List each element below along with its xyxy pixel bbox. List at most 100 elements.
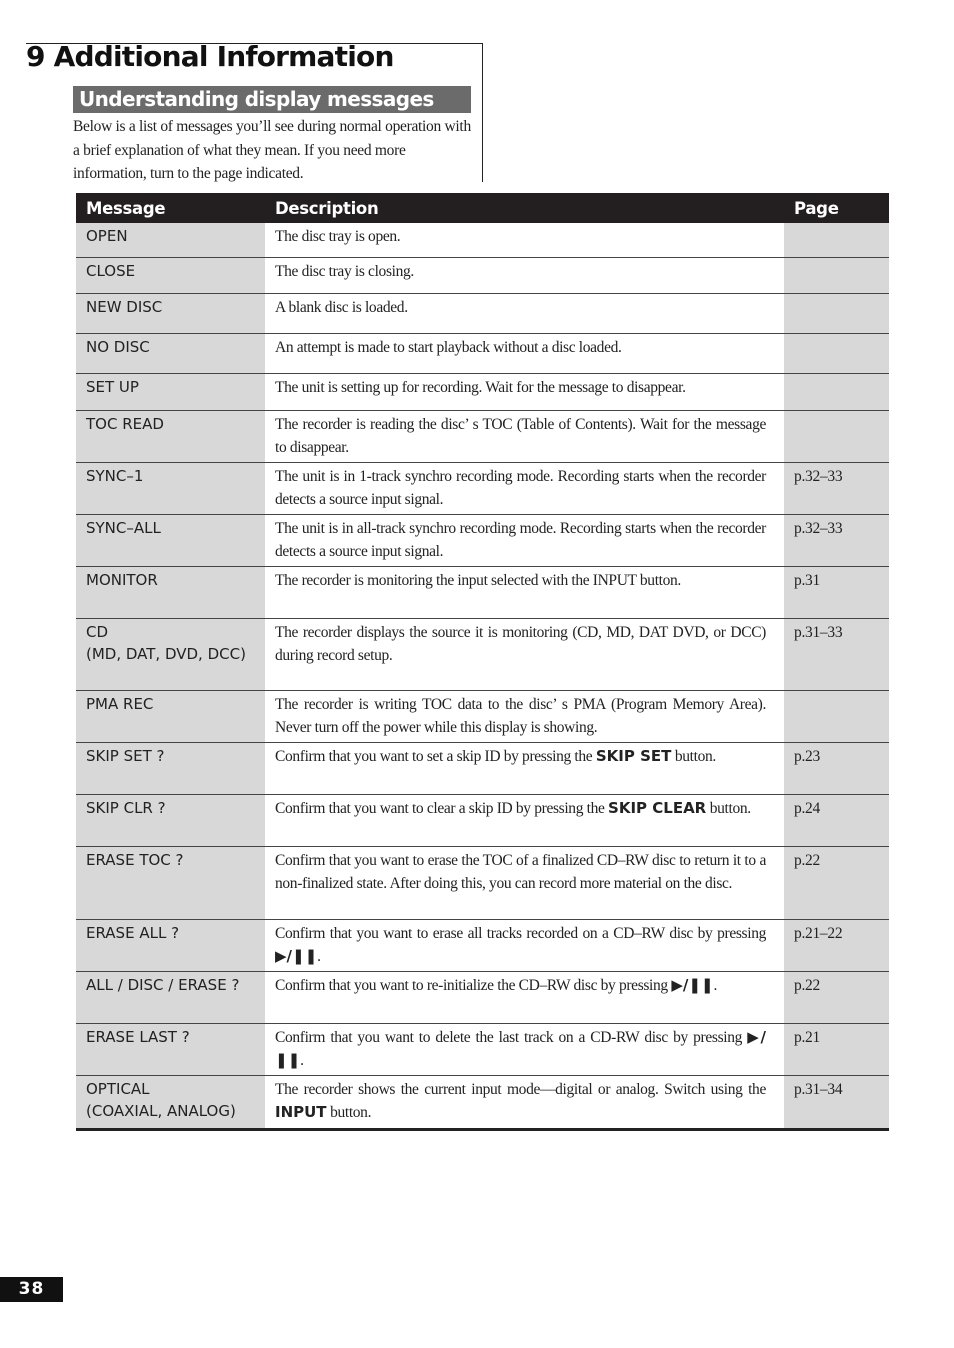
table-row: SYNC–1 The unit is in 1-track synchro re… (76, 462, 889, 515)
table-row: NO DISC An attempt is made to start play… (76, 333, 889, 374)
intro-text: Below is a list of messages you’ll see d… (73, 118, 471, 182)
table-row: MONITOR The recorder is monitoring the i… (76, 566, 889, 619)
description-after: . (713, 976, 718, 994)
page-cell: p.32–33 (784, 462, 889, 515)
description-cell: The disc tray is closing. (265, 257, 784, 294)
page-cell (784, 257, 889, 294)
page-cell (784, 293, 889, 334)
description-text: The recorder is reading the disc’ s TOC … (275, 415, 766, 456)
message-cell: SYNC–ALL (76, 514, 265, 567)
description-text: The unit is in all-track synchro recordi… (275, 519, 766, 560)
description-bold: SKIP SET (595, 746, 672, 765)
message-cell: ERASE TOC ? (76, 846, 265, 920)
description-cell: The recorder shows the current input mod… (265, 1075, 784, 1131)
page-cell: p.22 (784, 846, 889, 920)
description-cell: The unit is setting up for recording. Wa… (265, 373, 784, 411)
description-text: Confirm that you want to re-initialize t… (275, 976, 672, 994)
description-after: button. (671, 747, 716, 765)
page-cell (784, 373, 889, 411)
message-cell: ALL / DISC / ERASE ? (76, 971, 265, 1024)
chapter-frame (26, 43, 483, 182)
message-cell: CD (MD, DAT, DVD, DCC) (76, 618, 265, 691)
table-row: ALL / DISC / ERASE ? Confirm that you wa… (76, 971, 889, 1024)
page-cell: p.21 (784, 1023, 889, 1076)
page-cell: p.22 (784, 971, 889, 1024)
page-cell (784, 410, 889, 463)
page-number: 38 (0, 1277, 63, 1302)
description-cell: Confirm that you want to erase the TOC o… (265, 846, 784, 920)
message-cell: NEW DISC (76, 293, 265, 334)
table-row: OPEN The disc tray is open. (76, 223, 889, 258)
message-cell: SYNC–1 (76, 462, 265, 515)
table-row: ERASE LAST ? Confirm that you want to de… (76, 1023, 889, 1076)
message-cell: SET UP (76, 373, 265, 411)
description-cell: A blank disc is loaded. (265, 293, 784, 334)
description-cell: The disc tray is open. (265, 223, 784, 258)
description-bold: SKIP CLEAR (608, 798, 707, 817)
page-cell (784, 690, 889, 743)
table-row: OPTICAL (COAXIAL, ANALOG) The recorder s… (76, 1075, 889, 1131)
table-row: TOC READ The recorder is reading the dis… (76, 410, 889, 463)
page-cell: p.31–33 (784, 618, 889, 691)
description-cell: Confirm that you want to delete the last… (265, 1023, 784, 1076)
description-text: The unit is in 1-track synchro recording… (275, 467, 766, 508)
description-bold: ▶/❚❚ (671, 975, 714, 994)
description-cell: The recorder is monitoring the input sel… (265, 566, 784, 619)
description-text: The recorder displays the source it is m… (275, 623, 766, 664)
message-cell: OPTICAL (COAXIAL, ANALOG) (76, 1075, 265, 1131)
description-cell: The recorder displays the source it is m… (265, 618, 784, 691)
table-row: ERASE TOC ? Confirm that you want to era… (76, 846, 889, 920)
description-cell: Confirm that you want to set a skip ID b… (265, 742, 784, 795)
header-page: Page (784, 193, 889, 223)
header-description: Description (265, 193, 784, 223)
page-cell: p.23 (784, 742, 889, 795)
description-cell: The recorder is reading the disc’ s TOC … (265, 410, 784, 463)
description-after: . (317, 947, 321, 965)
message-cell: TOC READ (76, 410, 265, 463)
description-text: An attempt is made to start playback wit… (275, 338, 622, 356)
description-text: The recorder is writing TOC data to the … (275, 695, 766, 736)
message-cell: MONITOR (76, 566, 265, 619)
description-cell: Confirm that you want to re-initialize t… (265, 971, 784, 1024)
display-messages-table: Message Description Page OPEN The disc t… (76, 193, 889, 1131)
description-text: The disc tray is open. (275, 228, 401, 245)
message-cell: ERASE ALL ? (76, 919, 265, 972)
description-text: Confirm that you want to set a skip ID b… (275, 747, 596, 765)
page-cell (784, 333, 889, 374)
page-cell: p.24 (784, 794, 889, 847)
description-bold: ▶/❚❚ (275, 1027, 766, 1069)
description-cell: The unit is in all-track synchro recordi… (265, 514, 784, 567)
description-text: Confirm that you want to erase the TOC o… (275, 851, 766, 892)
table-row: CD (MD, DAT, DVD, DCC) The recorder disp… (76, 618, 889, 691)
chapter-title: 9 Additional Information (26, 40, 394, 73)
message-cell: SKIP CLR ? (76, 794, 265, 847)
description-bold: INPUT (275, 1102, 327, 1121)
table-header: Message Description Page (76, 193, 889, 223)
page-cell (784, 223, 889, 258)
table-row: PMA REC The recorder is writing TOC data… (76, 690, 889, 743)
description-after: button. (706, 799, 751, 817)
description-cell: The recorder is writing TOC data to the … (265, 690, 784, 743)
description-text: Confirm that you want to delete the last… (275, 1028, 748, 1046)
table-row: ERASE ALL ? Confirm that you want to era… (76, 919, 889, 972)
description-bold: ▶/❚❚ (275, 946, 318, 965)
table-row: SKIP SET ? Confirm that you want to set … (76, 742, 889, 795)
page-cell: p.31–34 (784, 1075, 889, 1131)
section-title: Understanding display messages (73, 86, 471, 113)
description-text: The unit is setting up for recording. Wa… (275, 378, 686, 396)
message-cell: NO DISC (76, 333, 265, 374)
page-cell: p.32–33 (784, 514, 889, 567)
header-message: Message (76, 193, 265, 223)
message-cell: SKIP SET ? (76, 742, 265, 795)
message-cell: CLOSE (76, 257, 265, 294)
page-cell: p.31 (784, 566, 889, 619)
description-text: The recorder shows the current input mod… (275, 1080, 766, 1098)
description-cell: Confirm that you want to clear a skip ID… (265, 794, 784, 847)
description-cell: The unit is in 1-track synchro recording… (265, 462, 784, 515)
page-cell: p.21–22 (784, 919, 889, 972)
message-cell: OPEN (76, 223, 265, 258)
description-cell: An attempt is made to start playback wit… (265, 333, 784, 374)
description-after: . (300, 1051, 304, 1069)
description-cell: Confirm that you want to erase all track… (265, 919, 784, 972)
description-text: A blank disc is loaded. (275, 298, 408, 316)
